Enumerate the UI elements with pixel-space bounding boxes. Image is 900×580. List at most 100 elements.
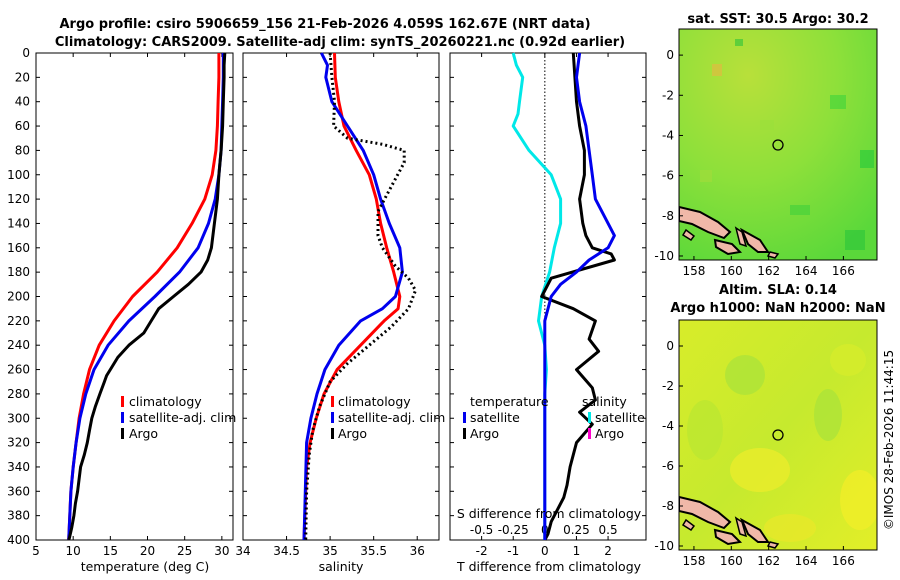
map-x-tick-label: 164 [795,554,818,568]
map-x-tick-label: 160 [720,264,743,278]
legend-label-climatology: climatology [129,394,202,409]
legend-title-salinity: salinity [582,394,627,409]
difference-x-label: T difference from climatology [456,559,642,574]
x-tick-label: 20 [140,544,155,558]
y-tick-label: 160 [7,241,30,255]
difference-axes-box [449,52,647,541]
sla-map-title: Altim. SLA: 0.14 [719,283,837,298]
legend-swatch-argo [331,428,334,439]
x-tick-label: 15 [103,544,118,558]
sst-map-land [679,205,780,259]
sst-map-title: sat. SST: 30.5 Argo: 30.2 [687,12,868,27]
series-line-t-argo [540,52,616,541]
y-tick-label: 240 [7,338,30,352]
x-tick-label: 5 [32,544,40,558]
sst-map-frame [678,28,878,261]
sst-y-ticks: 0 -2 -4 -6 -8 -10 [654,48,683,263]
sla-y-ticks: 0 -2 -4 -6 -8 -10 [654,339,683,553]
x-top-tick-label: 0.5 [599,523,618,537]
legend-label-satellite: satellite-adj. clim [129,410,236,425]
y-tick-label: 60 [15,119,30,133]
temperature-x-label: temperature (deg C) [81,559,210,574]
temperature-y-ticks: 0 20 40 60 80 100 120 140 160 180 200 220 240 260 280 3… [7,46,233,547]
series-line-argo [67,52,227,541]
legend-label-s-argo: Argo [595,426,624,441]
y-tick-label: 20 [15,70,30,84]
legend-swatch-climatology [121,396,124,407]
map-y-tick-label: -2 [662,379,674,393]
map-y-tick-label: -6 [662,459,674,473]
salinity-legend: climatology satellite-adj. clim Argo [331,394,445,441]
legend-label-climatology: climatology [338,394,411,409]
map-x-tick-label: 166 [832,264,855,278]
map-y-tick-label: -8 [662,209,674,223]
x-tick-label: 35 [322,544,337,558]
temperature-x-ticks: 5 10 15 20 25 30 [32,53,229,558]
y-tick-label: 300 [7,411,30,425]
series-line-s-satellite [543,52,616,540]
map-y-tick-label: -10 [654,539,674,553]
y-tick-label: 360 [7,484,30,498]
x-tick-label: 34.5 [273,544,300,558]
map-x-tick-label: 158 [682,264,705,278]
sst-argo-marker [772,139,784,151]
map-y-tick-label: -4 [662,128,674,142]
y-tick-label: 220 [7,314,30,328]
legend-swatch-satellite [121,412,124,423]
map-y-tick-label: 0 [666,48,674,62]
legend-label-s-satellite: satellite [595,410,645,425]
y-tick-label: 260 [7,363,30,377]
x-tick-label: 2 [604,544,612,558]
x-tick-label: 35.5 [360,544,387,558]
x-tick-label: 0 [541,544,549,558]
map-x-tick-label: 158 [682,554,705,568]
x-tick-label: 30 [214,544,229,558]
sla-map-subtitle: Argo h1000: NaN h2000: NaN [670,301,885,316]
salinity-axes-box [242,52,440,541]
map-y-tick-label: -8 [662,499,674,513]
x-tick-label: 10 [66,544,81,558]
map-y-tick-label: -2 [662,88,674,102]
figure-title-line-1: Argo profile: csiro 5906659_156 21-Feb-2… [59,17,590,32]
legend-swatch-s-argo [588,428,591,439]
sla-map-frame [678,319,878,551]
y-tick-label: 180 [7,265,30,279]
legend-label-argo: Argo [338,426,367,441]
legend-swatch-satellite [331,412,334,423]
temperature-panel: 0 20 40 60 80 100 120 140 160 180 200 220 240 260 280 3… [7,46,236,574]
y-tick-label: 140 [7,216,30,230]
legend-label-satellite: satellite-adj. clim [338,410,445,425]
y-tick-label: 120 [7,192,30,206]
legend-label-t-satellite: satellite [470,410,520,425]
legend-title-temperature: temperature [470,394,549,409]
copyright-label: ©IMOS 28-Feb-2026 11:44:15 [882,350,896,530]
difference-top-x-label: S difference from climatology [457,506,642,521]
salinity-y-ticks [243,52,439,541]
legend-swatch-t-satellite [463,412,466,423]
difference-y-ticks [450,52,646,541]
x-tick-label: 36 [410,544,425,558]
legend-swatch-climatology [331,396,334,407]
temperature-lines [67,52,227,541]
x-top-tick-label: 0.25 [563,523,590,537]
x-tick-label: 25 [177,544,192,558]
sst-map-panel: sat. SST: 30.5 Argo: 30.2 158 160 162 164 16… [654,12,878,278]
y-tick-label: 40 [15,95,30,109]
map-x-tick-label: 162 [757,554,780,568]
x-tick-label: -2 [476,544,488,558]
salinity-x-label: salinity [319,559,364,574]
map-x-tick-label: 166 [832,554,855,568]
map-x-tick-label: 160 [720,554,743,568]
legend-label-argo: Argo [129,426,158,441]
sla-map-panel: Altim. SLA: 0.14 Argo h1000: NaN h2000: … [654,283,885,568]
sst-x-ticks: 158 160 162 164 166 [682,256,855,278]
y-tick-label: 0 [22,46,30,60]
map-x-tick-label: 164 [795,264,818,278]
sla-map-land [679,495,780,549]
legend-swatch-argo [121,428,124,439]
legend-swatch-s-satellite [588,412,591,423]
x-top-tick-label: -0.5 [470,523,493,537]
